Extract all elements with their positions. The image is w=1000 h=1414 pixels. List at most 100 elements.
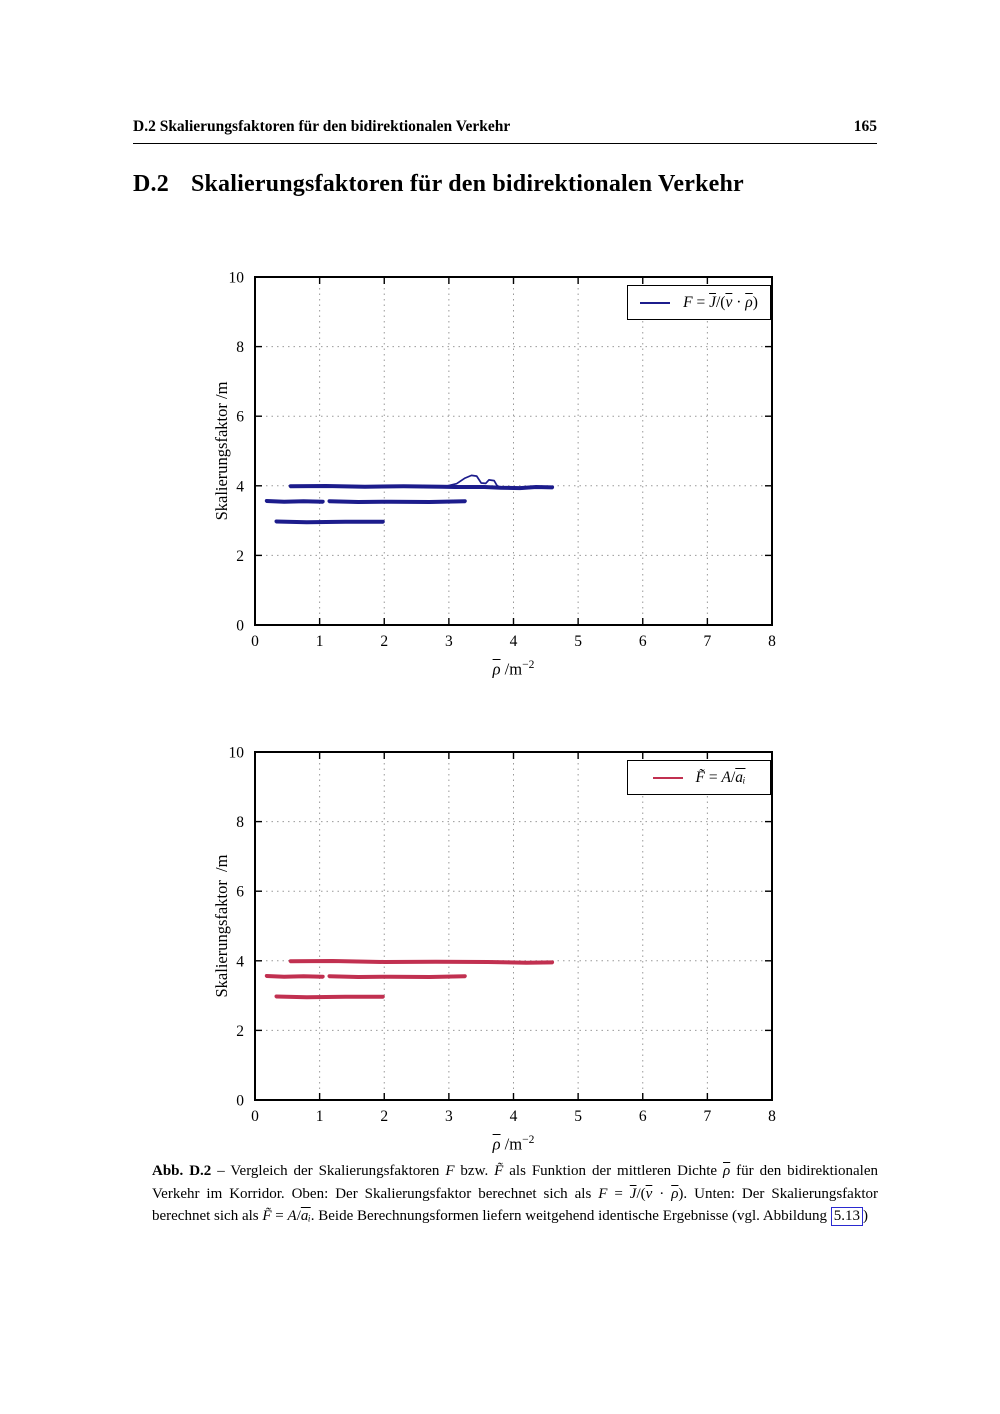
text-run: aᵢ [735, 768, 746, 786]
y-axis-label: Skalierungsfaktor /m [212, 381, 231, 521]
legend-line-sample [640, 301, 671, 304]
text-run: −2 [522, 659, 535, 671]
series-line-3 [327, 499, 467, 504]
series-line-echo-0 [289, 961, 554, 965]
text-run: /( [636, 1185, 646, 1202]
text-run: · [652, 1185, 672, 1202]
plot-canvas: 0 1 2 3 4 5 6 7 8 0 2 4 6 8 10 [229, 270, 777, 651]
y-tick-label-4: 4 [236, 478, 244, 495]
text-run: ρ [492, 1134, 501, 1154]
y-tick-label-4: 4 [236, 953, 244, 970]
text-run: ρ [745, 293, 753, 311]
y-tick-label-2: 2 [236, 548, 244, 565]
text-run: F [445, 1163, 455, 1179]
running-header: D.2 Skalierungsfaktoren für den bidirekt… [133, 118, 877, 136]
text-run: /m [500, 659, 523, 679]
series-line-0 [288, 484, 555, 490]
section-title: Skalierungsfaktoren für den bidirektiona… [190, 171, 744, 197]
text-run: J [709, 293, 716, 311]
x-axis-label: ρ /m−2 [255, 1134, 772, 1155]
series-line-1 [446, 474, 501, 489]
text-run: ρ [671, 1185, 679, 1202]
x-tick-label-5: 5 [574, 633, 582, 650]
series-line-echo-1 [265, 976, 324, 979]
y-tick-label-10: 10 [229, 270, 245, 287]
legend-box: F̃ = A/aᵢ [627, 760, 771, 795]
text-run: v [645, 1185, 653, 1202]
y-tick-label-6: 6 [236, 409, 244, 426]
series-line-2 [264, 499, 325, 504]
legend-line-sample [652, 776, 683, 779]
plot-frame [254, 276, 773, 626]
figure-top-chart: 0 1 2 3 4 5 6 7 8 0 2 4 6 8 10 Skalierungsfaktor /m ρ … [0, 270, 1000, 679]
x-tick-label-0: 0 [251, 633, 259, 650]
x-tick-label-7: 7 [704, 633, 712, 650]
x-tick-label-5: 5 [574, 1108, 582, 1125]
series-line-echo-4 [275, 521, 384, 525]
header-rule [133, 143, 877, 144]
series-line-echo-0 [289, 486, 554, 491]
text-run: A [287, 1208, 297, 1224]
y-tick-label-8: 8 [236, 339, 244, 356]
text-run: / [730, 768, 736, 786]
x-tick-label-2: 2 [380, 1108, 388, 1125]
x-tick-label-1: 1 [316, 1108, 324, 1125]
text-run: – Vergleich der Skalierungsfaktoren [211, 1163, 446, 1179]
series-line-3 [274, 994, 385, 999]
text-run: v [725, 293, 733, 311]
figure-reference-link[interactable]: 5.13 [830, 1207, 863, 1227]
text-run: = [271, 1208, 288, 1224]
text-run: ) [863, 1208, 868, 1224]
legend-label: F̃ = A/aᵢ [696, 769, 746, 787]
x-tick-label-8: 8 [768, 1108, 776, 1125]
text-run: ). Unten: Der Skalierungsfaktor berechne… [152, 1185, 878, 1225]
x-tick-label-6: 6 [639, 1108, 647, 1125]
y-tick-label-0: 0 [236, 618, 244, 635]
text-run: . Beide Berechnungsformen liefern weitge… [310, 1208, 831, 1224]
x-axis-label: ρ /m−2 [255, 659, 772, 680]
figure-bottom-chart: 0 1 2 3 4 5 6 7 8 0 2 4 6 8 10 Skalierungsfaktor /m ρ … [0, 745, 1000, 1154]
plot-frame [254, 751, 773, 1101]
x-tick-label-3: 3 [445, 1108, 453, 1125]
plot-canvas: 0 1 2 3 4 5 6 7 8 0 2 4 6 8 10 [229, 745, 777, 1126]
section-heading: D.2 Skalierungsfaktoren für den bidirekti… [133, 171, 744, 198]
text-run: F [598, 1185, 608, 1202]
x-tick-label-7: 7 [704, 1108, 712, 1125]
x-tick-label-4: 4 [510, 633, 518, 650]
text-run: F [683, 293, 693, 311]
text-run: bzw. [454, 1163, 495, 1179]
text-run: J [629, 1185, 637, 1202]
x-tick-label-1: 1 [316, 633, 324, 650]
series-line-0 [288, 959, 555, 965]
text-run: −2 [522, 1134, 535, 1146]
x-tick-label-0: 0 [251, 1108, 259, 1125]
x-tick-label-2: 2 [380, 633, 388, 650]
section-number: D.2 [133, 171, 169, 197]
series-line-2 [327, 974, 467, 979]
series-line-1 [264, 974, 325, 979]
text-run: F̃ [695, 768, 705, 786]
text-run: /m [500, 1134, 523, 1154]
text-run: für den bidirektionalen Verkehr im Korri… [152, 1163, 878, 1202]
series-line-4 [274, 519, 385, 524]
figure-caption: Abb. D.2 – Vergleich der Skalierungsfakt… [152, 1160, 878, 1228]
text-run: ρ [723, 1163, 731, 1179]
legend-box: F = J/(v · ρ) [627, 285, 771, 320]
text-run: / [296, 1208, 301, 1224]
series-line-echo-2 [328, 976, 466, 980]
y-tick-label-8: 8 [236, 814, 244, 831]
text-run: · [732, 293, 746, 311]
running-header-title: D.2 Skalierungsfaktoren für den bidirekt… [133, 118, 511, 135]
page-number: 165 [853, 118, 877, 135]
y-tick-label-10: 10 [229, 745, 245, 762]
x-tick-label-4: 4 [510, 1108, 518, 1125]
text-run: = [704, 768, 722, 786]
series-line-echo-3 [275, 996, 384, 1000]
y-axis-label: Skalierungsfaktor /m [212, 854, 231, 998]
text-run: als Funktion der mittleren Dichte [503, 1163, 724, 1179]
text-run: /( [715, 293, 726, 311]
text-run: A [721, 768, 731, 786]
series-line-echo-2 [265, 501, 324, 504]
text-run: ρ [492, 659, 501, 679]
